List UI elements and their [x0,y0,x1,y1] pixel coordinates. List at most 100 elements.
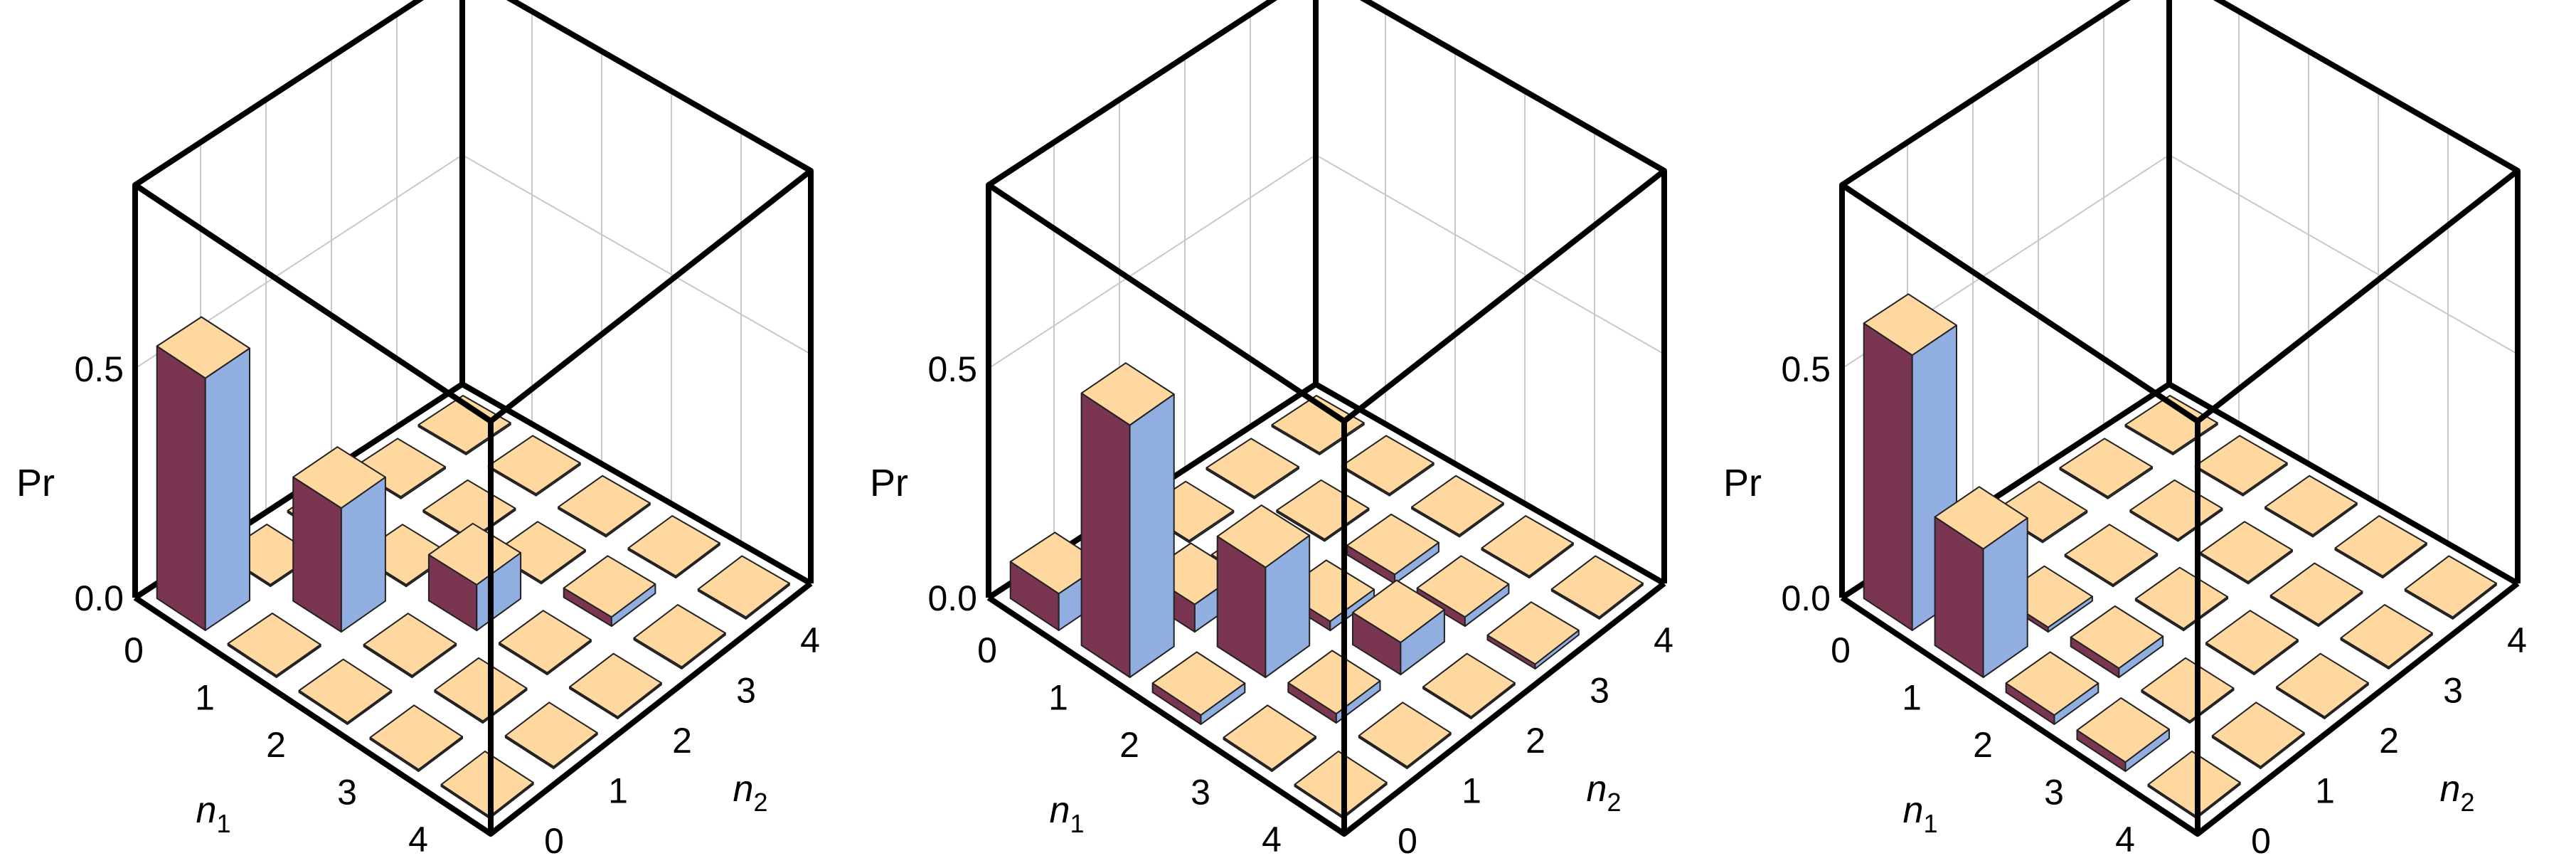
bar-n1-4-n2-0 [2147,751,2241,820]
bar-n1-4-n2-2 [1422,652,1516,719]
box-front-edges [1839,0,2521,837]
n2-tick-label: 1 [608,771,628,810]
bar-n1-2-n2-1 [363,613,457,679]
bar-n1-1-n2-0 [227,613,321,678]
bar-n1-2-n2-4 [1411,475,1504,538]
n1-tick-label: 3 [337,772,357,812]
bar-n1-3-n2-2 [1352,579,1445,676]
bars [1009,362,1644,820]
n1-axis-label: n1 [1903,790,1938,838]
bar-n1-4-n2-1 [1358,702,1452,770]
bar-n1-3-n2-4 [2334,515,2427,579]
bar-n1-2-n2-3 [1346,513,1439,585]
n1-tick-label: 4 [408,820,428,859]
bars [156,316,790,820]
bar-n1-4-n2-2 [2276,652,2369,719]
bar-n1-4-n2-0 [1294,751,1388,820]
bar-n1-4-n2-4 [697,555,790,620]
bar-n1-3-n2-0 [369,704,463,773]
z-tick-label: 0.0 [927,578,977,618]
panel-2: 0 1 2 3 4 0 1 2 3 4 0.0 0.5 Pr n1 n2 [870,0,1673,861]
bar-n1-3-n2-4 [1481,515,1574,579]
bar-n1-0-n2-0 [156,316,250,631]
bar-n1-1-n2-0 [1934,486,2028,678]
n2-tick-label: 3 [2443,671,2463,711]
bar-n1-1-n2-2 [2064,524,2159,588]
z-axis-label: Pr [1723,462,1762,504]
bar-n1-3-n2-0 [2076,697,2170,773]
n1-tick-label: 2 [266,725,286,765]
n2-tick-label: 0 [1398,821,1417,861]
bar-n1-2-n2-0 [298,658,393,725]
n1-tick-label: 4 [2115,820,2135,859]
n1-tick-label: 3 [2044,772,2064,812]
n2-axis-label: n2 [1587,768,1622,817]
n1-tick-label: 1 [195,678,215,718]
z-tick-label: 0.5 [1781,349,1831,389]
bar-n1-0-n2-3 [2059,438,2153,499]
bar-n1-3-n2-3 [563,555,656,628]
bar-n1-4-n2-3 [2340,604,2433,669]
bar-n1-1-n2-1 [292,446,386,633]
n2-tick-label: 2 [672,721,692,761]
box-front-edges [132,0,814,837]
n2-tick-label: 3 [736,671,756,711]
bar-n1-0-n2-3 [1205,438,1299,499]
n1-tick-label: 0 [124,630,144,670]
n1-tick-label: 1 [1048,678,1068,718]
bars [1863,293,2497,820]
n2-tick-label: 4 [1654,620,1673,660]
z-tick-label: 0.0 [1781,578,1831,618]
bar-n1-2-n2-0 [1151,651,1246,725]
n1-tick-label: 0 [977,630,997,670]
bar-n1-2-n2-1 [1216,504,1311,679]
n2-tick-label: 3 [1590,671,1609,711]
bar-n1-4-n2-4 [1550,555,1644,620]
n2-tick-label: 1 [1462,771,1481,810]
n1-axis-label: n1 [1050,790,1085,838]
bar-n1-3-n2-1 [2141,657,2235,724]
bar-n1-3-n2-3 [2269,562,2363,628]
bar-n1-4-n2-0 [440,751,534,820]
n2-axis-label: n2 [2440,768,2475,817]
bar-n1-4-n2-1 [2211,702,2305,770]
n2-axis-label: n2 [733,768,768,817]
bar-n1-3-n2-1 [1287,650,1381,724]
bar-n1-1-n2-3 [2129,479,2223,542]
z-tick-label: 0.5 [927,349,977,389]
bar-n1-1-n2-0 [1080,362,1175,678]
bar-n1-3-n2-4 [627,515,720,579]
n1-axis-label: n1 [196,790,231,838]
z-axis-label: Pr [16,462,55,504]
n1-tick-label: 2 [1119,725,1139,765]
bar-n1-4-n2-1 [504,702,598,770]
z-tick-label: 0.0 [74,578,124,618]
bar-n1-2-n2-2 [427,522,522,632]
bar-n1-4-n2-3 [1486,601,1580,669]
z-tick-label: 0.5 [74,349,124,389]
n2-tick-label: 2 [1526,721,1545,761]
bar-n1-4-n2-2 [569,652,662,719]
bar-n1-2-n2-3 [2200,521,2293,585]
n2-tick-label: 4 [2507,620,2527,660]
n2-tick-label: 0 [2251,821,2271,861]
bar-n1-4-n2-4 [2404,555,2497,620]
n1-tick-label: 3 [1191,772,1210,812]
n1-tick-label: 0 [1831,630,1851,670]
bar-n1-2-n2-0 [2005,651,2099,725]
n2-tick-label: 0 [544,821,564,861]
bar-n1-2-n2-4 [558,475,651,538]
bar-n1-0-n2-4 [2124,395,2218,455]
box-front-edges [986,0,1667,837]
bar-n1-3-n2-2 [2205,610,2299,676]
n2-tick-label: 2 [2379,721,2399,761]
bar-n1-3-n2-1 [434,657,528,724]
panel-1: 0 1 2 3 4 0 1 2 3 4 0.0 0.5 Pr n1 n2 [16,0,820,861]
bar-n1-2-n2-1 [2070,605,2164,679]
bar-n1-1-n2-4 [487,435,581,497]
bar-n1-3-n2-2 [499,610,592,676]
bar-n1-0-n2-2 [1994,480,2088,544]
bar-n1-2-n2-2 [2134,566,2229,632]
n1-tick-label: 1 [1902,678,1922,718]
